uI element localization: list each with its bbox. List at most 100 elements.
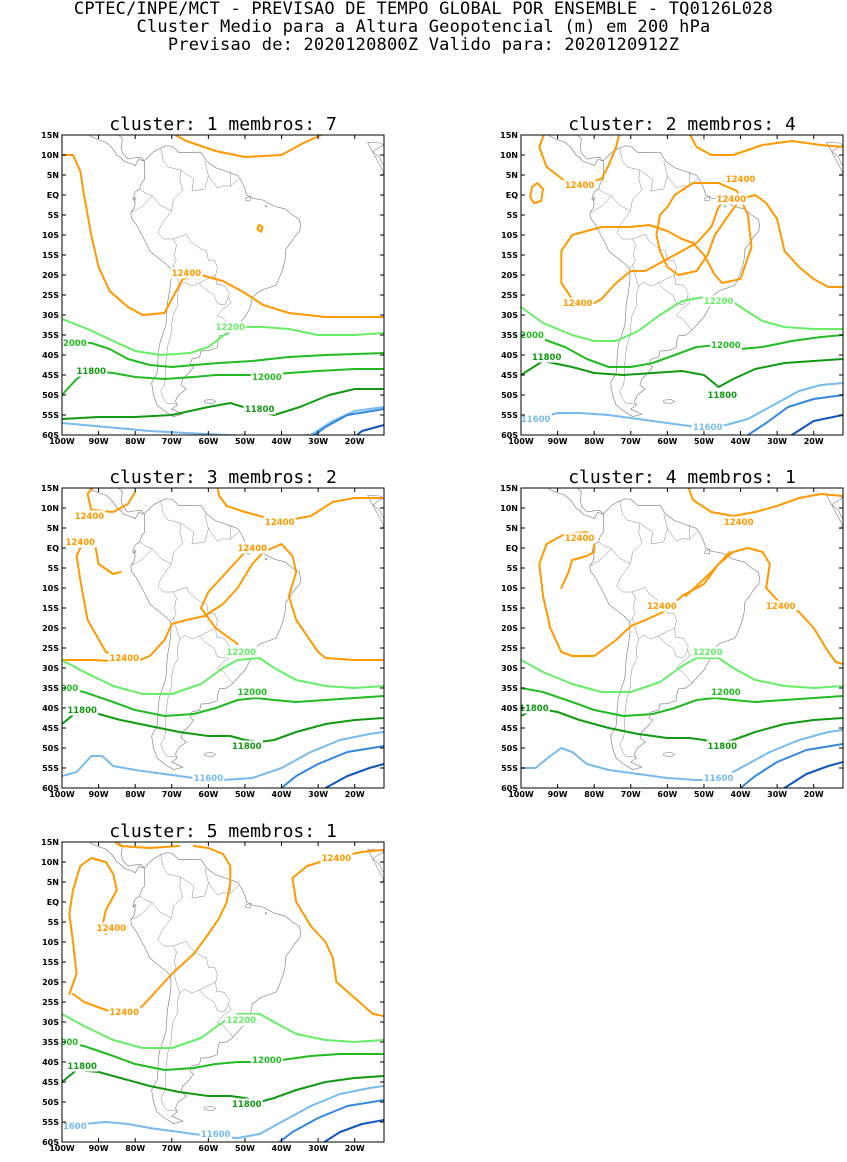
lon-label: 80W	[584, 437, 604, 446]
isoline-c11200	[790, 414, 843, 435]
coastline	[130, 852, 301, 1124]
map-content: 12400 12400 12400 12200 000 12000 11800 11800 16…	[41, 838, 385, 1153]
lon-label: 90W	[89, 1144, 109, 1153]
contour-label: 12400	[322, 854, 352, 864]
coastline	[130, 145, 301, 417]
lon-label: 40W	[731, 437, 751, 446]
map-content: 12400 12200 2000 12000 11800 11800 15N 10N 5N EQ 5…	[41, 131, 385, 446]
country-border	[160, 148, 184, 212]
lon-label: 20W	[345, 1144, 365, 1153]
lon-label: 100W	[49, 790, 75, 799]
isoline-c12400	[62, 154, 384, 318]
contour-label-bg	[225, 1014, 258, 1026]
contour-label: 12200	[216, 323, 246, 333]
coastline	[589, 498, 760, 770]
contour-label: 12400	[726, 175, 756, 185]
country-border	[674, 627, 692, 683]
contour-label-bg	[73, 510, 106, 522]
lat-label: 50S	[501, 391, 518, 400]
lat-label: 25S	[42, 291, 59, 300]
contour-label: 12400	[647, 602, 677, 612]
lat-label: 30S	[42, 664, 59, 673]
contour-label-bg	[263, 516, 296, 528]
coastline	[577, 135, 604, 162]
island-outline	[663, 752, 676, 758]
isoline-c12000	[521, 334, 843, 368]
lat-label: 40S	[42, 351, 59, 360]
lat-label: 20S	[42, 624, 59, 633]
country-border	[215, 981, 233, 1037]
lat-label: 25S	[42, 644, 59, 653]
island-outline	[204, 752, 217, 758]
island-outline	[132, 196, 137, 202]
contour-label-bg	[62, 682, 80, 694]
contour-label: 11800	[232, 1100, 262, 1110]
panel-title: cluster: 5 membros: 1	[109, 821, 337, 842]
lat-label: 5N	[506, 171, 518, 180]
country-border	[160, 855, 184, 919]
lon-label: 40W	[272, 437, 292, 446]
contour-label-bg	[75, 365, 108, 377]
contour-label-bg	[64, 536, 97, 548]
country-border	[160, 993, 181, 1112]
map-frame: 12400 12400 12400 12400 12200 2000 12000 11800 1…	[500, 131, 844, 446]
isoline-c11400	[746, 394, 843, 435]
isoline-c11400	[739, 743, 843, 788]
country-border	[173, 940, 218, 994]
contour-label: 2000	[63, 339, 87, 349]
coastline	[577, 488, 604, 515]
map-content: 12400 12400 12400 12400 12400 12200 000 12000 11…	[41, 484, 385, 799]
map-frame: 12400 12400 12400 12400 12200 12000 11800 11800…	[500, 484, 844, 799]
contour-label-bg	[250, 1054, 283, 1066]
contour-label: 12400	[565, 181, 595, 191]
isoline-c12400	[291, 849, 384, 1017]
contour-label: 1600	[63, 1122, 87, 1132]
lon-label: 20W	[345, 790, 365, 799]
lon-label: 70W	[621, 790, 641, 799]
contour-label: 12200	[227, 1016, 257, 1026]
lon-label: 80W	[125, 790, 145, 799]
lat-label: 5N	[47, 878, 59, 887]
map-frame: 12400 12400 12400 12400 12400 12200 000 12000 11…	[41, 484, 385, 799]
isoline-c12200	[62, 657, 384, 695]
lat-label: 55S	[42, 764, 59, 773]
country-border	[199, 989, 229, 1012]
contour-label-bg	[236, 542, 269, 554]
island-outline	[704, 548, 711, 555]
map-border	[61, 134, 385, 436]
isoline-c12000	[62, 687, 384, 717]
contour-label-bg	[702, 295, 735, 307]
lat-label: 25S	[42, 998, 59, 1007]
lat-label: 15N	[500, 484, 518, 493]
panel-title: cluster: 3 membros: 2	[109, 467, 337, 488]
country-border	[208, 175, 239, 189]
isoline-c12400	[585, 198, 727, 308]
lat-label: 10S	[42, 584, 59, 593]
lon-label: 40W	[272, 1144, 292, 1153]
contour-label: 11800	[707, 742, 737, 752]
lon-label: 100W	[508, 790, 534, 799]
lat-label: 60S	[501, 431, 518, 440]
isoline-c11800	[62, 711, 384, 743]
island-outline	[704, 195, 711, 202]
coastline	[118, 488, 145, 515]
lat-label: 15S	[501, 604, 518, 613]
country-border	[173, 586, 218, 640]
contour-label: 12400	[724, 518, 754, 528]
lat-label: 10N	[500, 504, 518, 513]
lat-label: 5S	[48, 918, 60, 927]
contour-label: 11800	[245, 405, 275, 415]
isoline-c12400	[688, 135, 843, 156]
contour-label-bg	[561, 297, 594, 309]
coastline	[88, 488, 145, 520]
country-border	[619, 501, 643, 565]
contour-label: 12400	[766, 602, 796, 612]
lat-label: 20S	[42, 271, 59, 280]
lat-label: 45S	[42, 1078, 59, 1087]
lat-label: 35S	[42, 684, 59, 693]
contour-label: 12400	[109, 1008, 139, 1018]
isoline-c11600	[521, 382, 843, 428]
contour-label-bg	[250, 371, 283, 383]
coastline	[589, 145, 760, 417]
lon-label: 60W	[657, 790, 677, 799]
